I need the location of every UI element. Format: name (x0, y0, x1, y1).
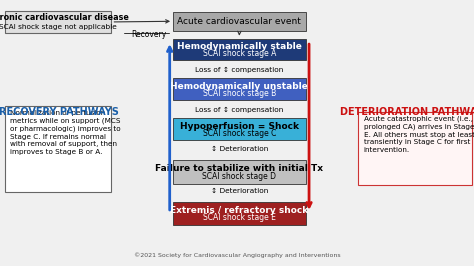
FancyBboxPatch shape (173, 160, 306, 184)
Text: RECOVERY PATHWAYS: RECOVERY PATHWAYS (0, 107, 119, 117)
Text: SCAI shock stage not applicable: SCAI shock stage not applicable (0, 24, 117, 30)
FancyBboxPatch shape (173, 202, 306, 225)
Text: DETERIORATION PATHWAYS: DETERIORATION PATHWAYS (339, 107, 474, 117)
Text: ©2021 Society for Cardiovascular Angiography and Interventions: ©2021 Society for Cardiovascular Angiogr… (134, 252, 340, 258)
Text: Chronic cardiovascular disease: Chronic cardiovascular disease (0, 13, 128, 22)
FancyBboxPatch shape (173, 39, 306, 60)
Text: Extremis / refractory shock: Extremis / refractory shock (170, 206, 309, 215)
Text: Hemodynamically stable: Hemodynamically stable (177, 42, 302, 51)
Text: Failure to stabilize with initial Tx: Failure to stabilize with initial Tx (155, 164, 323, 173)
FancyBboxPatch shape (173, 12, 306, 31)
Text: Recovery: Recovery (132, 30, 167, 39)
Text: Loss of ↕ compensation: Loss of ↕ compensation (195, 66, 283, 73)
Text: SCAI shock stage D: SCAI shock stage D (202, 172, 276, 181)
Text: Acute cardiovascular event: Acute cardiovascular event (177, 17, 301, 26)
FancyBboxPatch shape (173, 118, 306, 140)
FancyBboxPatch shape (5, 106, 111, 192)
Text: SCAI shock stage A: SCAI shock stage A (203, 49, 276, 58)
Text: SCAI shock stage E: SCAI shock stage E (203, 214, 276, 222)
Text: Loss of ↕ compensation: Loss of ↕ compensation (195, 106, 283, 113)
Text: SCAI shock stage C: SCAI shock stage C (203, 129, 276, 138)
Text: Acute catastrophic event (i.e.,
prolonged CA) arrives in Stage
E. All others mus: Acute catastrophic event (i.e., prolonge… (364, 116, 474, 153)
FancyBboxPatch shape (5, 11, 111, 33)
Text: SCAI shock stage B: SCAI shock stage B (203, 89, 276, 98)
Text: Hemodynamically unstable: Hemodynamically unstable (171, 82, 308, 91)
FancyBboxPatch shape (358, 112, 472, 185)
Text: Hypoperfusion = Shock: Hypoperfusion = Shock (180, 122, 299, 131)
Text: ↕ Deterioration: ↕ Deterioration (210, 146, 268, 152)
FancyBboxPatch shape (173, 78, 306, 100)
Text: ↕ Deterioration: ↕ Deterioration (210, 188, 268, 194)
Text: Normalization of perfusion
metrics while on support (MCS
or pharmacologic) impro: Normalization of perfusion metrics while… (10, 110, 121, 155)
